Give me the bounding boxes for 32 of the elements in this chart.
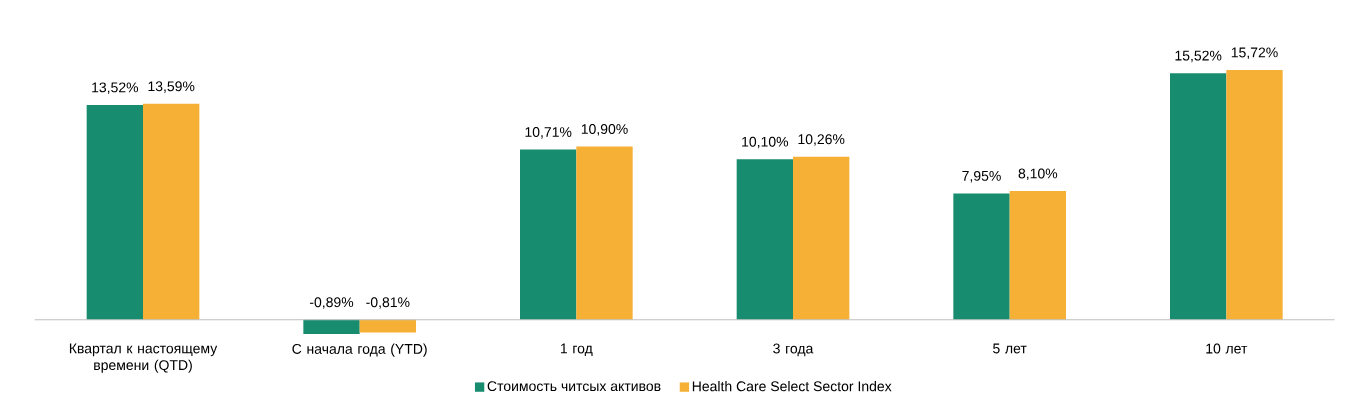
- data-label: 10,10%: [742, 136, 789, 149]
- bar: [953, 193, 1010, 320]
- legend-label: Стоимость читсых активов: [487, 381, 661, 392]
- x-tick-label: 1 год: [560, 343, 593, 357]
- bar: [520, 149, 577, 320]
- bar: [1170, 73, 1227, 320]
- bar: [736, 159, 794, 320]
- data-label: 8,10%: [1018, 168, 1058, 181]
- x-tick-label: С начала года (YTD): [292, 343, 427, 357]
- data-label: 7,95%: [962, 170, 1001, 183]
- bar: [1009, 191, 1067, 320]
- bar: [143, 103, 200, 320]
- data-label: 10,71%: [525, 127, 572, 139]
- data-label: 10,26%: [798, 134, 845, 146]
- bar: [1226, 69, 1283, 320]
- bar: [359, 319, 417, 333]
- bar: [86, 104, 144, 320]
- x-tick-label: 10 лет: [1206, 343, 1248, 354]
- x-tick-label: Квартал к настоящему времени (QTD): [69, 343, 218, 373]
- x-tick-label: 3 года: [773, 343, 814, 357]
- data-label: 15,52%: [1175, 50, 1222, 63]
- data-label: 10,90%: [581, 124, 628, 136]
- bar: [303, 319, 360, 334]
- data-label: -0,89%: [309, 297, 354, 309]
- data-label: 13,59%: [148, 81, 195, 93]
- data-label: 15,72%: [1231, 47, 1278, 60]
- bar: [576, 146, 633, 320]
- legend-label: Health Care Select Sector Index: [692, 380, 892, 392]
- data-label: -0,81%: [366, 297, 410, 309]
- x-tick-label: 5 лет: [993, 343, 1027, 354]
- data-label: 13,52%: [92, 82, 139, 94]
- bar: [793, 156, 850, 320]
